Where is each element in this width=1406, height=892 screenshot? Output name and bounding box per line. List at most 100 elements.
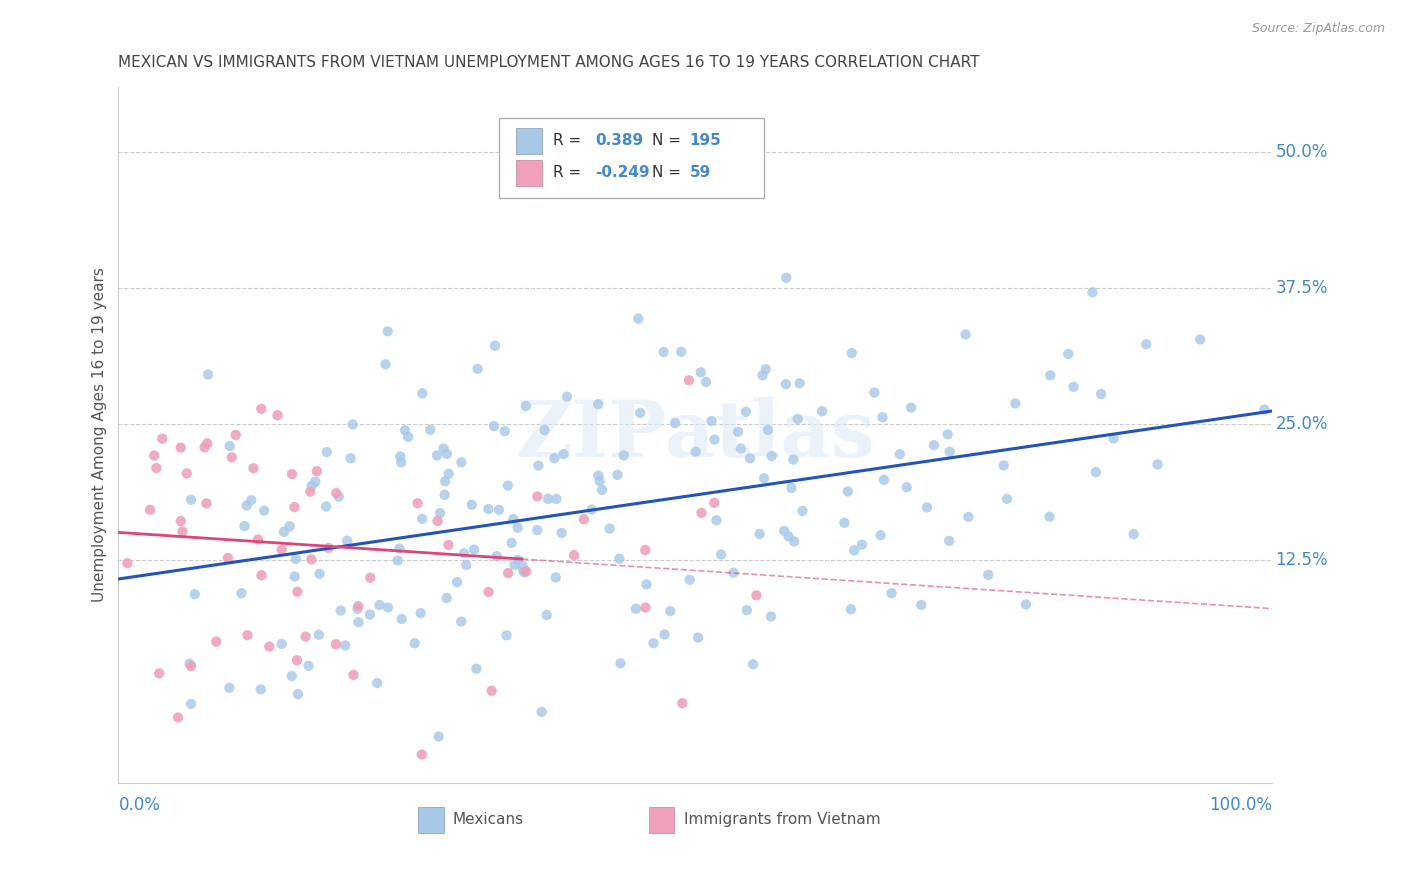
Point [148, 666, 170, 681]
Point [325, 637, 347, 651]
Point [359, 571, 381, 585]
Point [773, 524, 796, 538]
Point [502, 512, 524, 526]
Point [387, 553, 409, 567]
Point [527, 458, 550, 473]
Point [755, 362, 778, 376]
Point [278, 519, 301, 533]
Point [606, 467, 628, 482]
Point [436, 591, 458, 605]
Text: R =: R = [554, 134, 582, 148]
Point [1253, 402, 1275, 417]
Point [346, 602, 368, 616]
Text: 0.0%: 0.0% [118, 796, 160, 814]
Point [873, 473, 896, 487]
FancyBboxPatch shape [419, 806, 444, 833]
Point [446, 575, 468, 590]
Point [236, 628, 259, 642]
Point [889, 447, 911, 461]
Point [624, 601, 647, 615]
Point [221, 450, 243, 465]
Point [389, 450, 412, 464]
Point [247, 533, 270, 547]
Point [426, 514, 449, 528]
Point [456, 558, 478, 572]
Text: 50.0%: 50.0% [1275, 143, 1327, 161]
Point [315, 500, 337, 514]
Point [783, 534, 806, 549]
Point [695, 375, 717, 389]
Text: N =: N = [652, 165, 682, 180]
Point [792, 504, 814, 518]
Point [789, 376, 811, 391]
Point [283, 500, 305, 515]
Point [936, 427, 959, 442]
Point [150, 432, 173, 446]
Point [450, 455, 472, 469]
Point [703, 496, 725, 510]
Point [465, 662, 488, 676]
Point [218, 681, 240, 695]
Text: 195: 195 [689, 134, 721, 148]
Point [1038, 509, 1060, 524]
Point [231, 586, 253, 600]
Point [536, 607, 558, 622]
Point [780, 481, 803, 495]
Point [756, 423, 779, 437]
Text: Immigrants from Vietnam: Immigrants from Vietnam [683, 813, 880, 828]
Point [607, 551, 630, 566]
Point [259, 640, 281, 654]
Point [752, 471, 775, 485]
Point [329, 604, 352, 618]
Point [706, 513, 728, 527]
Point [1057, 347, 1080, 361]
Point [995, 491, 1018, 506]
Point [512, 558, 534, 573]
Point [240, 493, 263, 508]
Point [1004, 396, 1026, 410]
Point [304, 475, 326, 489]
Point [301, 552, 323, 566]
Point [170, 514, 193, 528]
Point [1135, 337, 1157, 351]
Text: Mexicans: Mexicans [453, 813, 524, 828]
Point [194, 440, 217, 454]
Point [180, 492, 202, 507]
Point [285, 653, 308, 667]
Point [297, 658, 319, 673]
Point [1039, 368, 1062, 383]
Point [786, 412, 808, 426]
Point [205, 634, 228, 648]
Point [957, 509, 980, 524]
Y-axis label: Unemployment Among Ages 16 to 19 years: Unemployment Among Ages 16 to 19 years [93, 268, 107, 602]
Point [426, 449, 449, 463]
Point [837, 484, 859, 499]
Point [478, 585, 501, 599]
Point [143, 449, 166, 463]
Point [613, 449, 636, 463]
Point [145, 461, 167, 475]
FancyBboxPatch shape [516, 128, 541, 154]
Text: N =: N = [652, 134, 682, 148]
Point [434, 475, 457, 489]
Point [900, 401, 922, 415]
Point [179, 657, 201, 671]
Point [197, 368, 219, 382]
Point [233, 519, 256, 533]
Point [411, 386, 433, 401]
Point [562, 548, 585, 562]
Point [896, 480, 918, 494]
Point [659, 604, 682, 618]
Point [308, 566, 330, 581]
Point [851, 538, 873, 552]
Point [537, 491, 560, 506]
Point [217, 551, 239, 566]
Point [359, 607, 381, 622]
Point [482, 419, 505, 434]
Point [551, 526, 574, 541]
Point [863, 385, 886, 400]
Point [555, 390, 578, 404]
Point [703, 433, 725, 447]
Point [506, 553, 529, 567]
Point [195, 436, 218, 450]
